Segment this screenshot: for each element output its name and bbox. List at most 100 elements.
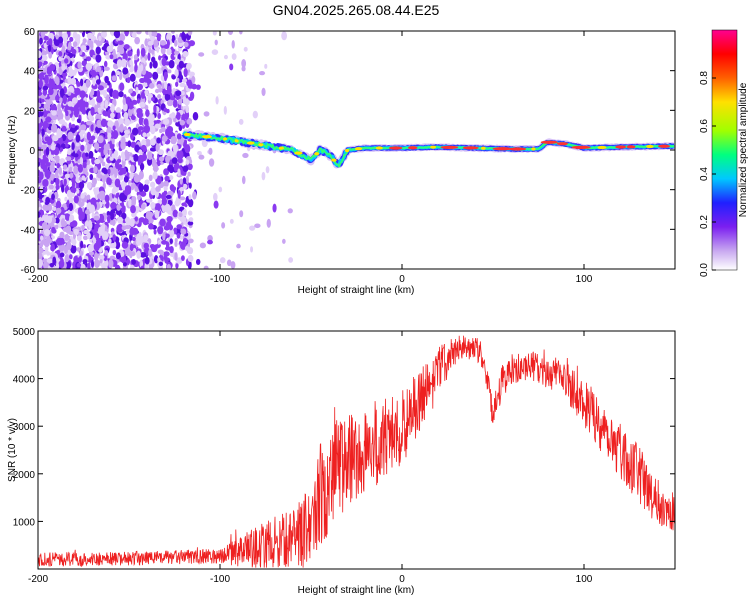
noise-speckle bbox=[287, 208, 293, 214]
noise-speckle bbox=[98, 254, 105, 260]
noise-speckle bbox=[106, 126, 112, 135]
noise-speckle bbox=[169, 238, 173, 245]
noise-speckle bbox=[131, 251, 136, 257]
noise-speckle bbox=[38, 79, 43, 88]
noise-speckle bbox=[145, 213, 152, 220]
noise-speckle bbox=[76, 262, 82, 268]
noise-speckle bbox=[169, 245, 174, 254]
noise-speckle bbox=[39, 107, 45, 112]
signal-peak bbox=[571, 145, 591, 149]
noise-speckle bbox=[42, 154, 47, 161]
noise-speckle bbox=[226, 259, 232, 267]
noise-speckle bbox=[67, 76, 72, 85]
noise-speckle bbox=[282, 238, 286, 244]
noise-speckle bbox=[208, 158, 215, 167]
noise-speckle bbox=[148, 223, 154, 230]
noise-speckle bbox=[142, 132, 147, 138]
noise-speckle bbox=[199, 242, 207, 249]
noise-speckle bbox=[60, 244, 66, 250]
noise-speckle bbox=[124, 216, 130, 224]
noise-speckle bbox=[71, 97, 78, 104]
noise-speckle bbox=[129, 217, 135, 227]
noise-speckle bbox=[83, 82, 87, 92]
noise-speckle bbox=[83, 229, 90, 235]
noise-speckle bbox=[47, 203, 53, 212]
noise-speckle bbox=[121, 58, 127, 68]
noise-speckle bbox=[102, 89, 107, 98]
noise-speckle bbox=[100, 31, 108, 38]
noise-speckle bbox=[45, 196, 51, 205]
noise-speckle bbox=[51, 160, 56, 166]
noise-speckle bbox=[74, 87, 81, 96]
noise-speckle bbox=[61, 72, 68, 77]
noise-speckle bbox=[46, 40, 50, 46]
noise-speckle bbox=[48, 87, 54, 96]
noise-speckle bbox=[82, 38, 87, 44]
noise-speckle bbox=[111, 89, 119, 99]
noise-speckle bbox=[168, 59, 175, 69]
noise-speckle bbox=[175, 81, 179, 87]
noise-speckle bbox=[116, 59, 123, 68]
noise-speckle bbox=[166, 99, 174, 107]
noise-speckle bbox=[134, 144, 140, 152]
noise-speckle bbox=[100, 118, 108, 128]
noise-speckle bbox=[151, 97, 155, 102]
noise-speckle bbox=[119, 123, 124, 133]
noise-speckle bbox=[140, 63, 144, 72]
noise-speckle bbox=[67, 41, 72, 51]
signal-peak bbox=[597, 145, 607, 150]
spectrogram-noise bbox=[38, 31, 294, 269]
noise-speckle bbox=[109, 156, 114, 161]
noise-speckle bbox=[116, 224, 123, 233]
noise-speckle bbox=[182, 95, 187, 104]
noise-speckle bbox=[121, 205, 126, 215]
noise-speckle bbox=[134, 216, 138, 222]
noise-speckle bbox=[142, 82, 149, 88]
noise-speckle bbox=[93, 259, 100, 269]
noise-speckle bbox=[150, 186, 157, 196]
noise-speckle bbox=[97, 85, 104, 91]
signal-peak bbox=[615, 145, 627, 149]
signal-peak bbox=[626, 145, 636, 149]
noise-speckle bbox=[71, 69, 77, 76]
noise-speckle bbox=[88, 221, 93, 230]
noise-speckle bbox=[208, 147, 213, 155]
signal-peak bbox=[531, 147, 536, 151]
noise-speckle bbox=[95, 145, 100, 151]
noise-speckle bbox=[179, 187, 185, 192]
noise-speckle bbox=[143, 124, 151, 134]
noise-speckle bbox=[181, 31, 186, 41]
noise-speckle bbox=[152, 71, 159, 80]
noise-speckle bbox=[94, 158, 101, 165]
noise-speckle bbox=[123, 103, 127, 111]
noise-speckle bbox=[158, 87, 163, 93]
noise-speckle bbox=[185, 175, 189, 184]
snr-ytick-label: 5000 bbox=[13, 327, 36, 338]
noise-speckle bbox=[120, 255, 127, 264]
snr-ytick-label: 3000 bbox=[13, 422, 36, 433]
noise-speckle bbox=[165, 194, 172, 200]
noise-speckle bbox=[80, 45, 87, 51]
noise-speckle bbox=[231, 40, 235, 49]
noise-speckle bbox=[261, 87, 266, 97]
noise-speckle bbox=[69, 36, 74, 42]
noise-speckle bbox=[164, 92, 171, 102]
noise-speckle bbox=[168, 175, 174, 181]
signal-peak bbox=[646, 144, 654, 149]
noise-speckle bbox=[38, 123, 41, 131]
noise-speckle bbox=[112, 125, 116, 131]
noise-speckle bbox=[183, 41, 189, 48]
noise-speckle bbox=[112, 234, 117, 242]
noise-speckle bbox=[90, 88, 95, 96]
snr-axes: -200 -100 0 100 1000 2000 3000 4000 5000 bbox=[13, 327, 675, 585]
noise-speckle bbox=[177, 157, 183, 164]
noise-speckle bbox=[44, 229, 51, 237]
noise-speckle bbox=[90, 69, 97, 76]
noise-speckle bbox=[241, 66, 246, 72]
noise-speckle bbox=[106, 210, 111, 217]
signal-peak bbox=[354, 147, 363, 151]
noise-speckle bbox=[84, 144, 89, 153]
noise-speckle bbox=[127, 50, 133, 57]
noise-speckle bbox=[167, 69, 172, 74]
noise-speckle bbox=[38, 102, 42, 108]
